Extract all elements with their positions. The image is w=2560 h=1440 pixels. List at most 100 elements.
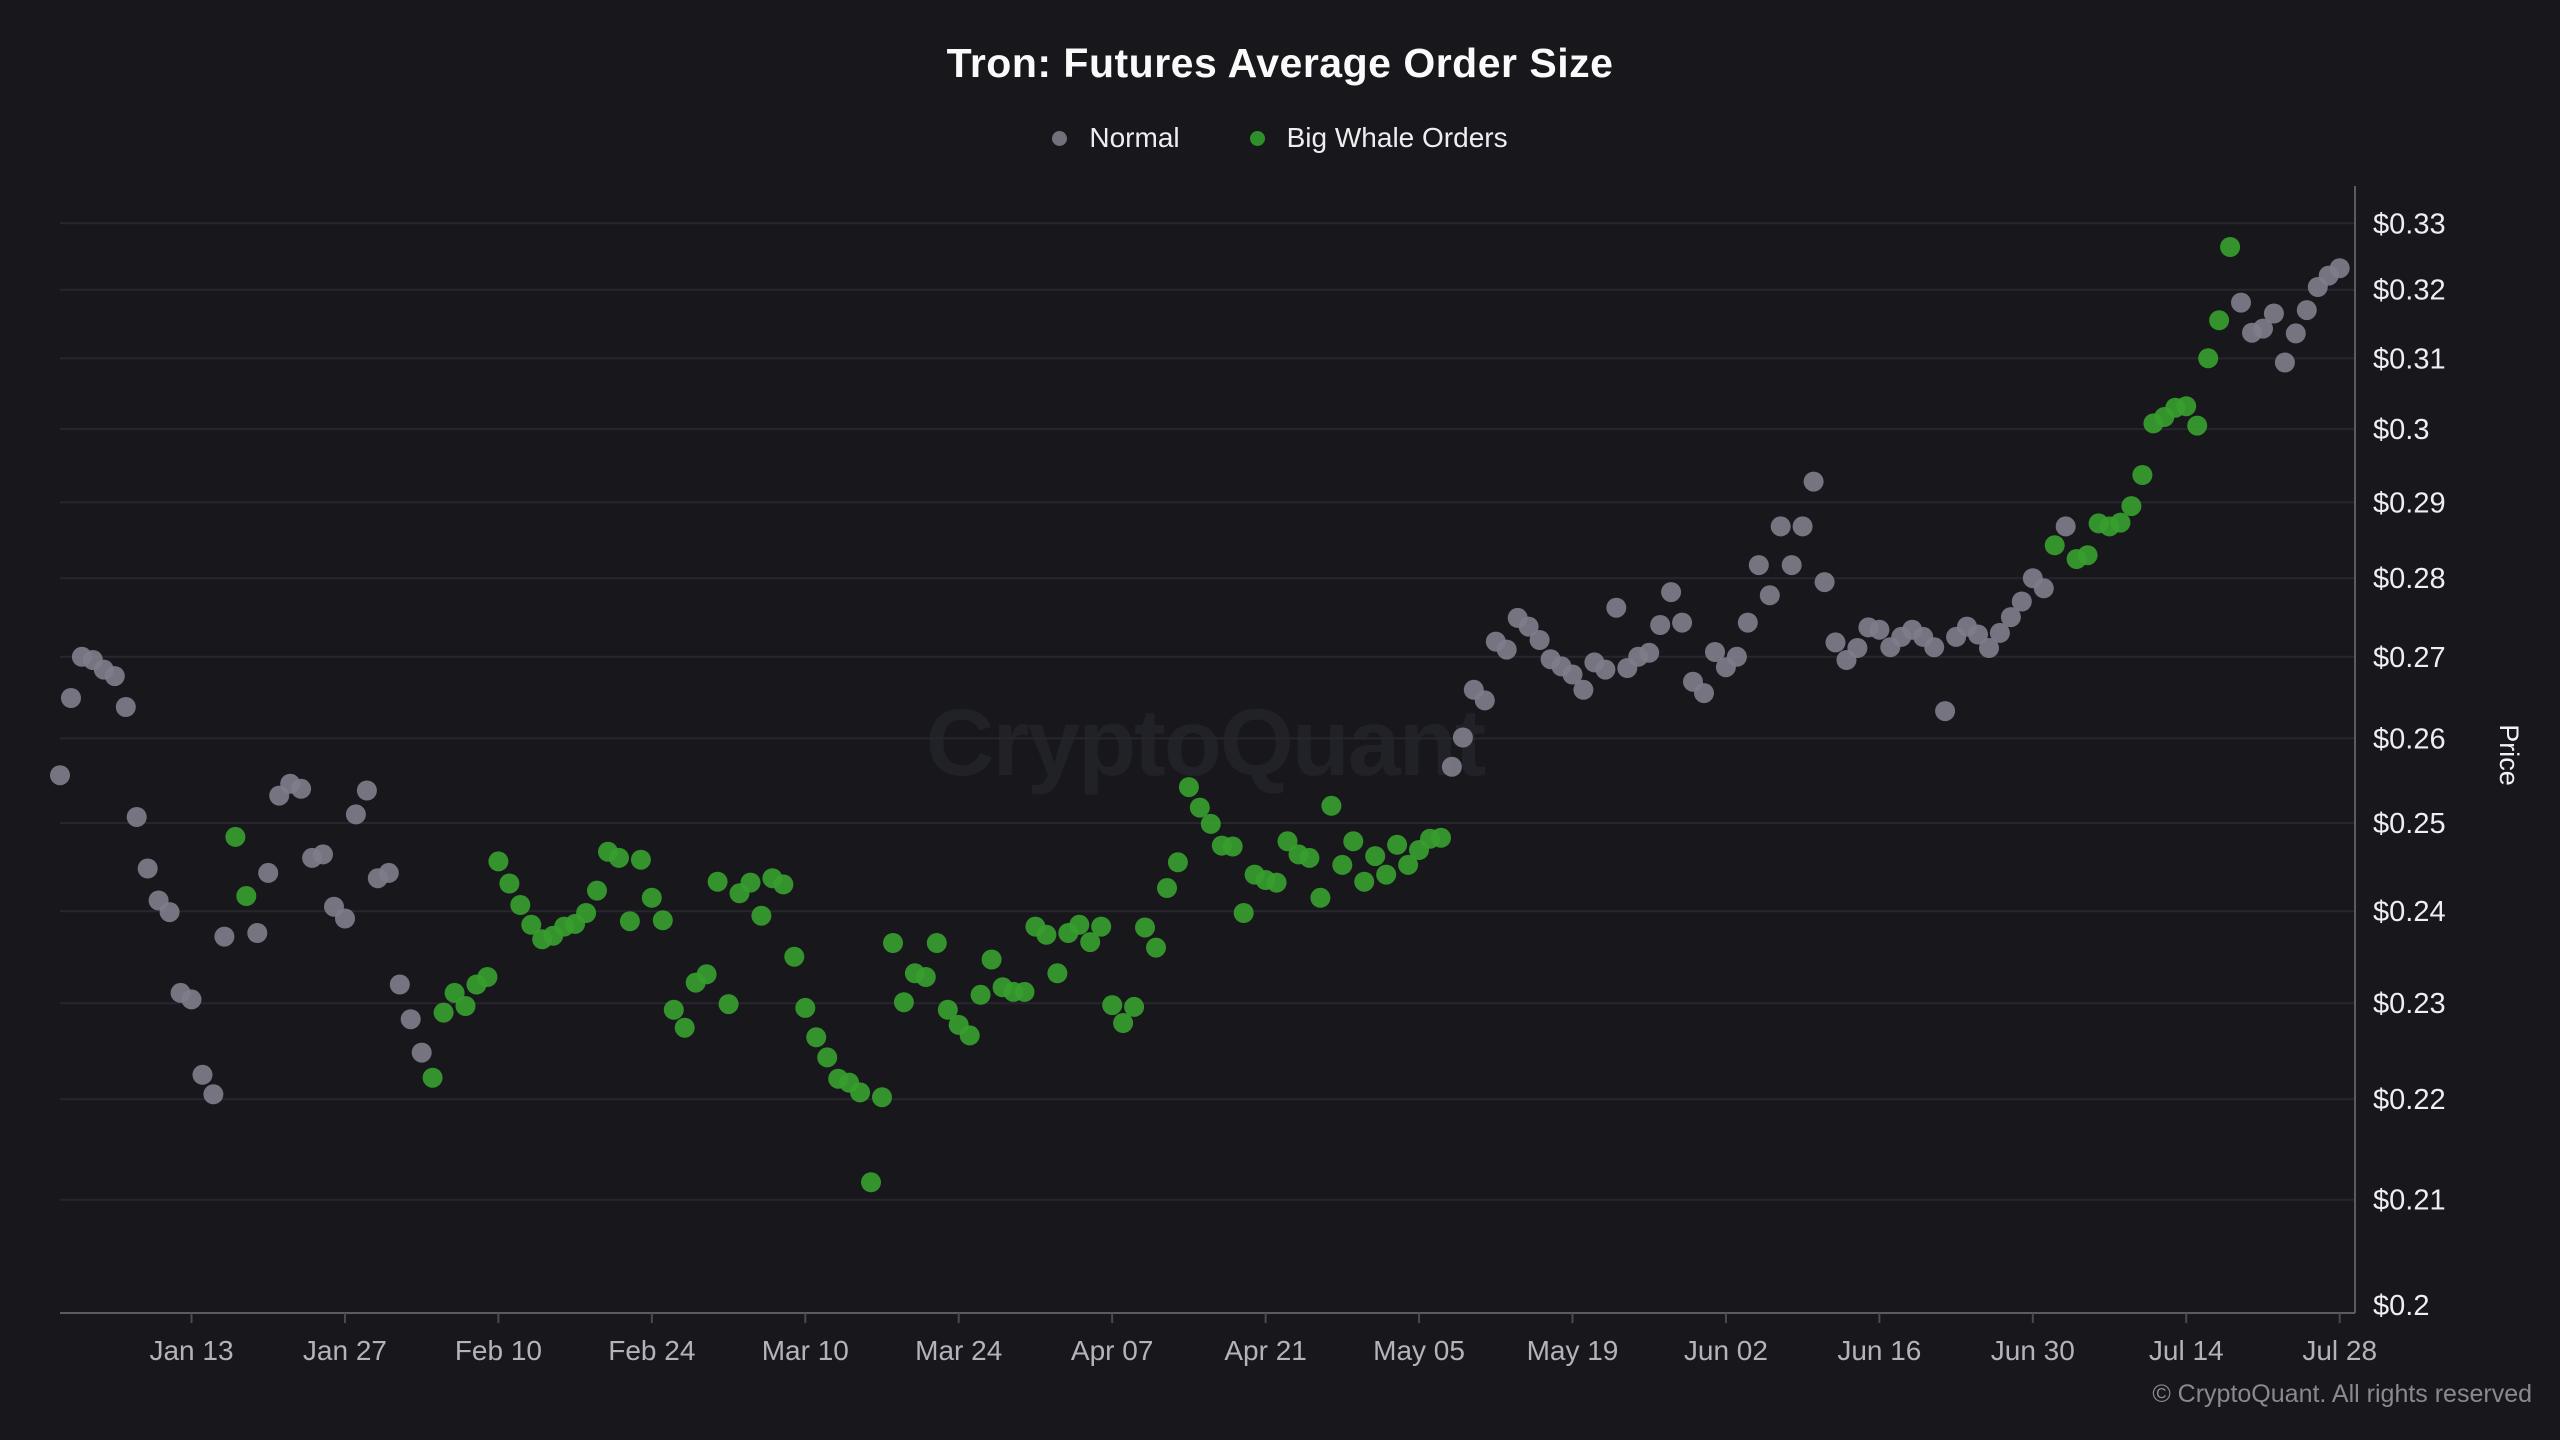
data-point-normal[interactable]: [2253, 318, 2273, 339]
data-point-normal[interactable]: [2274, 352, 2295, 373]
data-point-normal[interactable]: [1781, 555, 1802, 576]
data-point-whale[interactable]: [707, 871, 728, 892]
data-point-whale[interactable]: [1343, 831, 1364, 852]
data-point-whale[interactable]: [2176, 396, 2197, 417]
data-point-whale[interactable]: [1376, 864, 1397, 885]
data-point-normal[interactable]: [61, 688, 81, 708]
data-point-whale[interactable]: [1178, 777, 1199, 798]
data-point-whale[interactable]: [817, 1047, 838, 1068]
data-point-whale[interactable]: [1299, 847, 1320, 868]
data-point-normal[interactable]: [389, 974, 410, 995]
data-point-whale[interactable]: [488, 851, 509, 872]
data-point-whale[interactable]: [1387, 834, 1408, 855]
data-point-normal[interactable]: [159, 902, 180, 923]
data-point-normal[interactable]: [1650, 615, 1671, 635]
data-point-normal[interactable]: [247, 923, 268, 943]
data-point-normal[interactable]: [258, 862, 279, 883]
data-point-normal[interactable]: [181, 989, 202, 1010]
data-point-whale[interactable]: [1266, 872, 1287, 893]
data-point-whale[interactable]: [1398, 854, 1419, 875]
data-point-normal[interactable]: [1573, 679, 1594, 700]
data-point-whale[interactable]: [1014, 981, 1035, 1002]
data-point-normal[interactable]: [137, 858, 158, 879]
data-point-whale[interactable]: [444, 982, 465, 1003]
data-point-whale[interactable]: [663, 999, 684, 1020]
data-point-normal[interactable]: [1968, 624, 1988, 645]
data-point-normal[interactable]: [291, 778, 312, 799]
data-point-whale[interactable]: [477, 967, 498, 987]
data-point-whale[interactable]: [915, 967, 936, 987]
data-point-whale[interactable]: [806, 1027, 827, 1048]
legend-item-whale[interactable]: Big Whale Orders: [1249, 122, 1508, 154]
data-point-normal[interactable]: [1979, 638, 1999, 658]
data-point-normal[interactable]: [1748, 555, 1769, 576]
data-point-normal[interactable]: [2263, 303, 2284, 324]
data-point-whale[interactable]: [1135, 917, 1155, 938]
data-point-whale[interactable]: [872, 1087, 892, 1108]
data-point-whale[interactable]: [1189, 797, 1210, 818]
data-point-whale[interactable]: [751, 905, 772, 926]
data-point-whale[interactable]: [970, 984, 991, 1005]
data-point-whale[interactable]: [1080, 932, 1101, 953]
data-point-whale[interactable]: [861, 1172, 881, 1193]
data-point-whale[interactable]: [455, 996, 476, 1016]
data-point-whale[interactable]: [1113, 1013, 1134, 1033]
data-point-normal[interactable]: [2055, 516, 2076, 537]
data-point-normal[interactable]: [2285, 323, 2306, 344]
data-point-whale[interactable]: [2187, 415, 2208, 436]
data-point-whale[interactable]: [1157, 878, 1177, 898]
data-point-normal[interactable]: [1694, 683, 1714, 704]
data-point-whale[interactable]: [609, 847, 629, 868]
data-point-whale[interactable]: [1047, 963, 1068, 984]
data-point-normal[interactable]: [1792, 516, 1813, 537]
data-point-normal[interactable]: [1606, 597, 1627, 618]
data-point-whale[interactable]: [883, 933, 903, 953]
data-point-normal[interactable]: [1770, 516, 1791, 537]
data-point-whale[interactable]: [1200, 813, 1221, 834]
data-point-normal[interactable]: [1924, 637, 1945, 658]
data-point-normal[interactable]: [2231, 292, 2251, 313]
data-point-whale[interactable]: [1277, 831, 1298, 852]
data-point-whale[interactable]: [674, 1017, 695, 1038]
data-point-whale[interactable]: [619, 911, 640, 932]
data-point-normal[interactable]: [1672, 612, 1693, 633]
data-point-whale[interactable]: [1069, 914, 1090, 935]
data-point-whale[interactable]: [1354, 871, 1375, 892]
data-point-whale[interactable]: [652, 910, 673, 931]
data-point-whale[interactable]: [630, 849, 651, 870]
data-point-whale[interactable]: [510, 895, 531, 915]
data-point-normal[interactable]: [1661, 582, 1682, 603]
data-point-normal[interactable]: [2033, 578, 2054, 599]
legend-item-normal[interactable]: Normal: [1052, 122, 1180, 154]
data-point-whale[interactable]: [1310, 887, 1331, 908]
data-point-whale[interactable]: [718, 994, 739, 1015]
data-point-whale[interactable]: [433, 1002, 454, 1023]
data-point-whale[interactable]: [937, 999, 958, 1020]
data-point-whale[interactable]: [1167, 852, 1188, 873]
data-point-whale[interactable]: [576, 903, 597, 923]
data-point-normal[interactable]: [1562, 664, 1583, 685]
data-point-normal[interactable]: [1726, 646, 1747, 667]
data-point-whale[interactable]: [521, 914, 542, 935]
data-point-whale[interactable]: [2077, 545, 2098, 566]
data-point-normal[interactable]: [203, 1084, 224, 1105]
data-point-normal[interactable]: [1441, 756, 1462, 777]
data-point-whale[interactable]: [795, 997, 816, 1018]
data-point-whale[interactable]: [1332, 854, 1353, 875]
data-point-whale[interactable]: [2044, 535, 2065, 556]
data-point-whale[interactable]: [959, 1025, 980, 1046]
data-point-whale[interactable]: [784, 946, 805, 967]
data-point-normal[interactable]: [1803, 471, 1824, 492]
data-point-whale[interactable]: [1146, 937, 1166, 958]
data-point-normal[interactable]: [1814, 572, 1835, 593]
data-point-whale[interactable]: [1036, 924, 1057, 945]
data-point-whale[interactable]: [1222, 836, 1243, 857]
data-point-normal[interactable]: [400, 1009, 421, 1030]
data-point-whale[interactable]: [587, 880, 607, 901]
data-point-normal[interactable]: [192, 1064, 213, 1085]
data-point-whale[interactable]: [1233, 903, 1254, 923]
data-point-normal[interactable]: [1935, 701, 1956, 722]
data-point-normal[interactable]: [378, 862, 399, 883]
data-point-whale[interactable]: [1102, 995, 1123, 1016]
data-point-whale[interactable]: [1124, 996, 1145, 1017]
